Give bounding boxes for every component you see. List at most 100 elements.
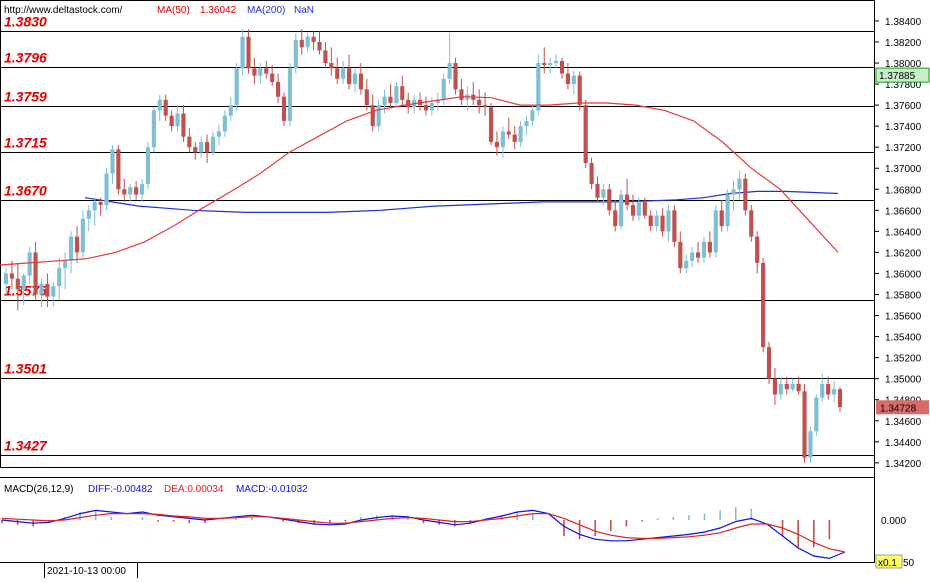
ma50-line xyxy=(0,96,839,266)
candle-body-80 xyxy=(477,99,482,106)
candle-body-122 xyxy=(725,194,730,227)
candle-body-17 xyxy=(104,173,109,206)
candle-body-65 xyxy=(388,96,393,104)
candle-body-25 xyxy=(151,110,156,148)
candle-body-38 xyxy=(228,105,233,116)
candle-body-22 xyxy=(134,187,139,195)
candle-body-51 xyxy=(305,36,310,48)
price-tick-label-12: 1.36000 xyxy=(885,269,922,280)
candle-body-37 xyxy=(222,115,227,132)
candle-body-45 xyxy=(270,73,275,82)
candle-body-120 xyxy=(713,210,718,253)
candle-body-32 xyxy=(193,147,198,153)
candle-body-128 xyxy=(761,262,766,348)
candle-body-96 xyxy=(571,75,576,85)
candle-body-123 xyxy=(731,189,736,195)
candle-body-113 xyxy=(672,210,677,242)
candle-body-75 xyxy=(447,63,452,79)
candle-body-53 xyxy=(317,41,322,51)
candle-body-57 xyxy=(341,68,346,79)
candle-body-61 xyxy=(364,89,369,106)
candle-body-85 xyxy=(506,131,511,135)
level-label-0: 1.3830 xyxy=(4,14,47,30)
candle-body-39 xyxy=(234,68,239,106)
ma200-layer xyxy=(84,190,839,213)
candle-body-141 xyxy=(837,389,843,408)
date-label: 2021-10-13 00:00 xyxy=(47,566,126,577)
price-tick-label-7: 1.37000 xyxy=(885,164,922,175)
price-axis-ticks: 1.38400 1.38200 1.38000 1.37800 1.37600 1.374… xyxy=(875,17,922,470)
candle-body-132 xyxy=(784,383,789,390)
level-label-1: 1.3796 xyxy=(4,50,47,66)
candle-body-7 xyxy=(45,283,50,297)
price-tick-label-16: 1.35200 xyxy=(885,354,922,365)
candle-body-6 xyxy=(39,283,44,295)
candle-body-95 xyxy=(565,73,570,85)
candle-body-66 xyxy=(394,86,399,104)
price-tick-label-14: 1.35600 xyxy=(885,312,922,323)
candle-body-76 xyxy=(453,63,458,90)
candle-body-107 xyxy=(636,201,641,216)
candle-body-74 xyxy=(441,78,446,100)
last-price-box xyxy=(876,400,929,415)
candle-body-3 xyxy=(21,275,26,290)
candle-body-91 xyxy=(542,63,547,66)
macd-partial-label: 50 xyxy=(903,558,915,569)
candle-body-21 xyxy=(128,187,133,195)
candle-body-127 xyxy=(755,236,760,263)
candle-body-18 xyxy=(110,149,115,174)
candle-body-20 xyxy=(122,189,127,195)
candle-body-99 xyxy=(589,162,594,185)
candle-body-81 xyxy=(483,105,488,108)
candle-body-0 xyxy=(3,273,9,284)
candles-layer xyxy=(3,29,843,463)
header-url[interactable]: http://www.deltastock.com/ xyxy=(4,5,123,16)
candle-body-36 xyxy=(216,131,222,137)
candle-body-72 xyxy=(429,103,434,111)
candle-body-52 xyxy=(311,36,316,42)
candle-body-135 xyxy=(802,391,807,458)
candle-body-26 xyxy=(157,99,162,111)
candle-body-31 xyxy=(187,136,192,148)
candle-body-103 xyxy=(613,210,618,227)
price-tick-label-8: 1.36800 xyxy=(885,185,922,196)
ma50-layer xyxy=(0,96,839,266)
candle-body-11 xyxy=(68,236,74,261)
candle-body-13 xyxy=(80,218,85,253)
candle-body-56 xyxy=(335,68,340,79)
candle-body-130 xyxy=(772,378,778,395)
candle-body-137 xyxy=(814,397,819,432)
candle-body-88 xyxy=(524,120,529,127)
candle-body-62 xyxy=(370,105,375,127)
candle-body-115 xyxy=(684,260,689,269)
candle-body-44 xyxy=(264,68,269,74)
candle-body-63 xyxy=(376,105,381,127)
marker-price-label: 1.37885 xyxy=(879,71,916,82)
candle-body-60 xyxy=(358,73,363,90)
candle-body-5 xyxy=(33,252,38,295)
candle-body-10 xyxy=(63,260,68,269)
price-tick-label-2: 1.38000 xyxy=(885,59,922,70)
candle-body-16 xyxy=(98,201,103,206)
macd-scale-box xyxy=(875,554,903,569)
candle-body-112 xyxy=(666,210,671,232)
candle-body-94 xyxy=(559,60,565,74)
candle-body-131 xyxy=(778,383,783,395)
price-tick-label-17: 1.35000 xyxy=(885,375,922,386)
candle-body-59 xyxy=(352,73,358,85)
candle-body-15 xyxy=(92,201,97,211)
ma200-line xyxy=(84,190,839,213)
macd-dea-line xyxy=(1,512,846,553)
candle-body-126 xyxy=(749,210,754,237)
date-bar xyxy=(0,563,875,578)
candle-body-71 xyxy=(423,105,429,111)
candle-body-114 xyxy=(678,241,683,269)
candle-body-28 xyxy=(169,115,174,127)
candle-body-43 xyxy=(258,68,263,76)
candle-body-67 xyxy=(400,86,405,100)
macd-value-label: MACD:-0.01032 xyxy=(236,484,308,495)
price-tick-label-4: 1.37600 xyxy=(885,101,922,112)
candle-body-27 xyxy=(163,99,168,116)
